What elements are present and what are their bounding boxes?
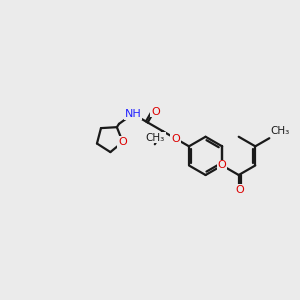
Text: O: O <box>118 137 127 147</box>
Text: O: O <box>236 185 244 195</box>
Text: CH₃: CH₃ <box>271 127 290 136</box>
Text: NH: NH <box>124 109 141 119</box>
Text: O: O <box>218 160 226 170</box>
Text: CH₃: CH₃ <box>146 133 165 142</box>
Text: O: O <box>171 134 180 144</box>
Text: O: O <box>151 106 160 117</box>
